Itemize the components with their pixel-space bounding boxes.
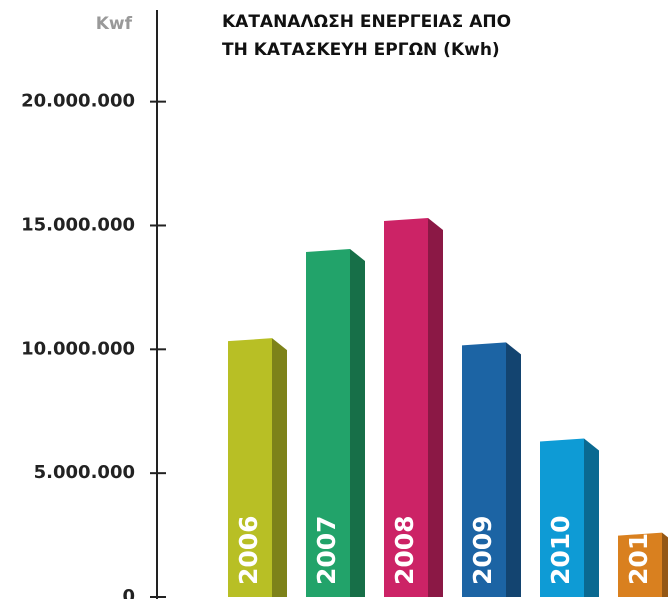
bar (540, 438, 584, 597)
y-axis-label: Kwf (96, 14, 133, 34)
bar-side (272, 338, 287, 597)
y-tick-label: 0 (122, 586, 135, 599)
bar (462, 342, 506, 597)
bar (306, 249, 350, 597)
bar-category-label: 2009 (468, 515, 497, 585)
y-tick-label: 10.000.000 (21, 338, 135, 359)
chart-title: ΤΗ ΚΑΤΑΣΚΕΥΗ ΕΡΓΩΝ (Kwh) (222, 40, 500, 60)
bar-side (662, 532, 668, 597)
bar (384, 218, 428, 597)
bar-category-label: 2008 (390, 515, 419, 585)
y-tick-label: 20.000.000 (21, 91, 135, 112)
bar-category-label: 2011 (624, 515, 653, 585)
bar-category-label: 2006 (234, 515, 263, 585)
chart-title: ΚΑΤΑΝΑΛΩΣΗ ΕΝΕΡΓΕΙΑΣ ΑΠΟ (222, 12, 511, 32)
bar-side (350, 249, 365, 597)
bar (228, 338, 272, 597)
y-tick-label: 5.000.000 (34, 462, 135, 483)
bar-side (506, 342, 521, 597)
bar-side (428, 218, 443, 597)
bar (618, 532, 662, 597)
bar-side (584, 438, 599, 597)
bar-category-label: 2010 (546, 515, 575, 585)
y-tick-label: 15.000.000 (21, 214, 135, 235)
bar-category-label: 2007 (312, 515, 341, 585)
